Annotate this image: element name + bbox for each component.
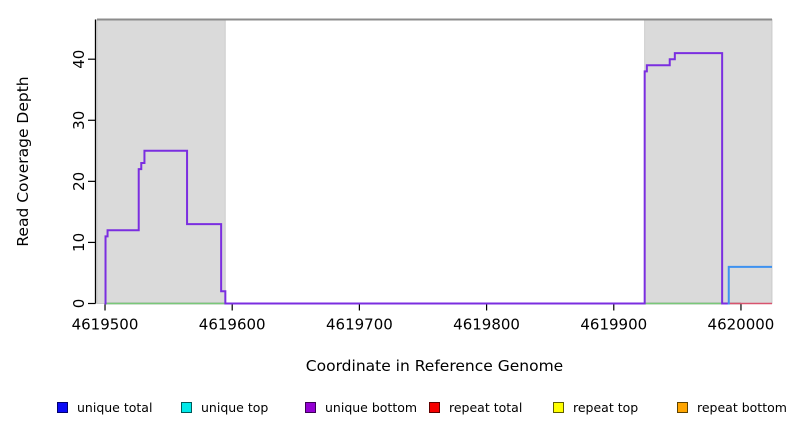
shaded-region	[644, 19, 773, 304]
legend-swatch-repeat-top	[553, 401, 564, 413]
y-tick-label: 0	[70, 299, 88, 309]
series-unique-total	[727, 265, 772, 305]
legend-swatch-unique-bottom	[305, 401, 316, 413]
y-tick-label: 30	[70, 111, 88, 130]
x-tick-label: 4619500	[72, 316, 139, 334]
legend-label: unique bottom	[325, 399, 418, 415]
legend-swatch-unique-total	[57, 401, 68, 413]
legend-label: unique top	[201, 399, 269, 415]
legend-item-unique-top: unique top	[181, 400, 305, 415]
chart-legend: unique total unique top unique bottom repea…	[0, 395, 792, 419]
legend-swatch-repeat-bottom	[677, 401, 688, 413]
x-axis-title: Coordinate in Reference Genome	[306, 357, 563, 375]
legend-label: repeat bottom	[697, 399, 787, 415]
shaded-region	[96, 19, 226, 304]
legend-swatch-unique-top	[181, 401, 192, 413]
x-tick-label: 4619800	[453, 316, 520, 334]
legend-item-unique-bottom: unique bottom	[305, 400, 429, 415]
legend-item-repeat-total: repeat total	[429, 400, 553, 415]
series-unique-bottom	[104, 52, 730, 305]
y-tick-label: 10	[70, 233, 88, 252]
y-tick-label: 40	[70, 50, 88, 69]
legend-label: repeat total	[449, 399, 523, 415]
x-tick-label: 4619600	[199, 316, 266, 334]
y-axis-title: Read Coverage Depth	[14, 76, 32, 246]
x-tick-label: 4620000	[708, 316, 775, 334]
x-tick-label: 4619700	[326, 316, 393, 334]
legend-item-repeat-bottom: repeat bottom	[677, 400, 792, 415]
x-tick-label: 4619900	[580, 316, 647, 334]
coverage-chart: 4619500 4619600 4619700 4619800 4619900 46200…	[14, 18, 775, 375]
legend-swatch-repeat-total	[429, 401, 440, 413]
legend-item-unique-total: unique total	[57, 400, 181, 415]
legend-label: unique total	[77, 399, 153, 415]
y-tick-label: 20	[70, 172, 88, 191]
legend-item-repeat-top: repeat top	[553, 400, 677, 415]
legend-label: repeat top	[573, 399, 639, 415]
